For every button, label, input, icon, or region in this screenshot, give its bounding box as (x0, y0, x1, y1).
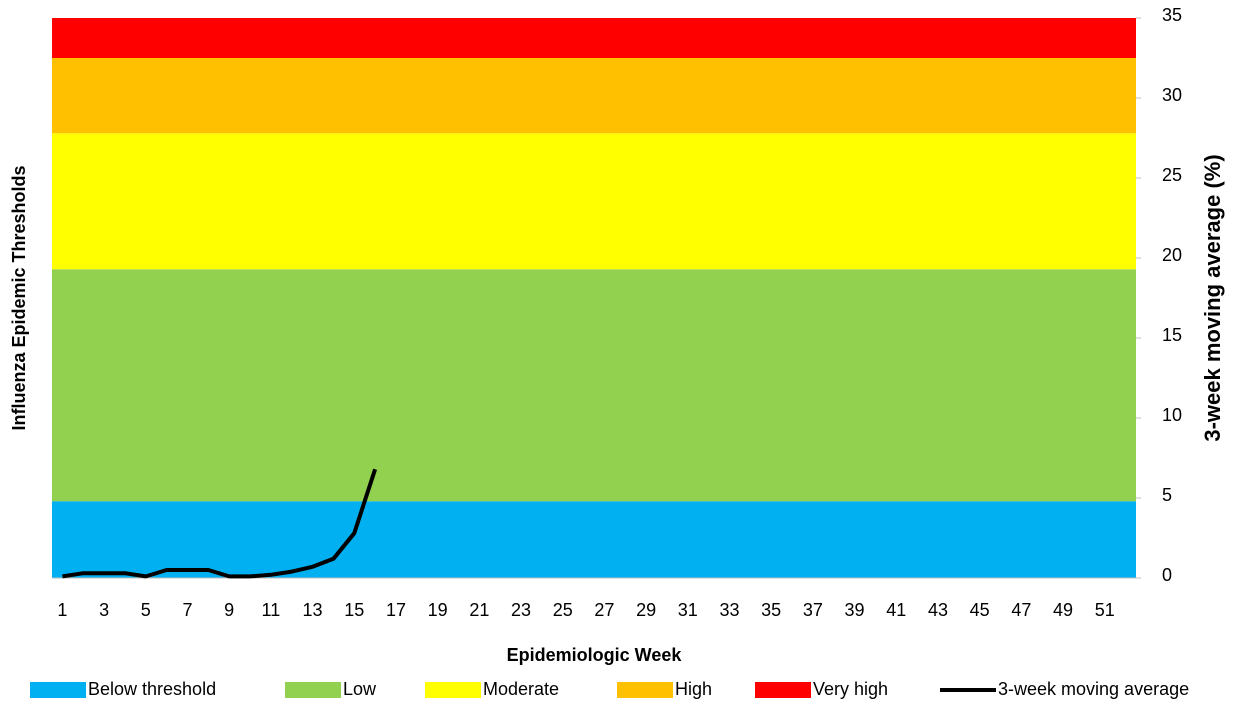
x-tick-label: 23 (511, 600, 531, 620)
x-tick-label: 39 (845, 600, 865, 620)
legend-swatch (617, 682, 673, 698)
x-tick-label: 35 (761, 600, 781, 620)
x-tick-label: 33 (719, 600, 739, 620)
x-tick-label: 13 (303, 600, 323, 620)
x-tick-label: 21 (469, 600, 489, 620)
y-tick-label: 20 (1162, 245, 1182, 265)
x-tick-label: 29 (636, 600, 656, 620)
y-tick-label: 0 (1162, 565, 1172, 585)
x-tick-label: 19 (428, 600, 448, 620)
x-tick-label: 15 (344, 600, 364, 620)
line (62, 468, 378, 579)
x-tick-label: 27 (594, 600, 614, 620)
legend-label: Low (343, 679, 377, 699)
x-tick-label: 5 (141, 600, 151, 620)
x-tick-label: 1 (57, 600, 67, 620)
legend-label: Moderate (483, 679, 559, 699)
threshold-band (52, 269, 1136, 502)
legend-swatch (425, 682, 481, 698)
x-tick-label: 41 (886, 600, 906, 620)
threshold-band (52, 58, 1136, 134)
y-tick-label: 30 (1162, 85, 1182, 105)
threshold-band (52, 18, 1136, 58)
x-tick-label: 45 (970, 600, 990, 620)
x-axis-label: Epidemiologic Week (507, 645, 683, 665)
legend-label: Below threshold (88, 679, 216, 699)
x-tick-label: 25 (553, 600, 573, 620)
threshold-band (52, 501, 1136, 578)
x-tick-label: 11 (262, 600, 281, 620)
x-tick-label: 9 (224, 600, 234, 620)
x-tick-label: 51 (1095, 600, 1115, 620)
y-tick-label: 5 (1162, 485, 1172, 505)
x-tick-label: 47 (1011, 600, 1031, 620)
legend-swatch (30, 682, 86, 698)
x-tick-label: 3 (99, 600, 109, 620)
legend-label: High (675, 679, 712, 699)
y-axis-label: Influenza Epidemic Thresholds (9, 165, 29, 430)
threshold-band (52, 133, 1136, 270)
x-tick-label: 43 (928, 600, 948, 620)
y-tick-label: 35 (1162, 5, 1182, 25)
y-tick-label: 25 (1162, 165, 1182, 185)
y-tick-label: 15 (1162, 325, 1182, 345)
legend-label: Very high (813, 679, 888, 699)
x-tick-label: 37 (803, 600, 823, 620)
y2-axis-label: 3-week moving average (%) (1200, 154, 1225, 441)
x-tick-label: 7 (182, 600, 192, 620)
x-tick-label: 31 (678, 600, 698, 620)
x-tick-label: 17 (386, 600, 406, 620)
y-tick-label: 10 (1162, 405, 1182, 425)
legend-swatch (755, 682, 811, 698)
legend-label: 3-week moving average (998, 679, 1189, 699)
x-tick-label: 49 (1053, 600, 1073, 620)
legend-swatch (285, 682, 341, 698)
